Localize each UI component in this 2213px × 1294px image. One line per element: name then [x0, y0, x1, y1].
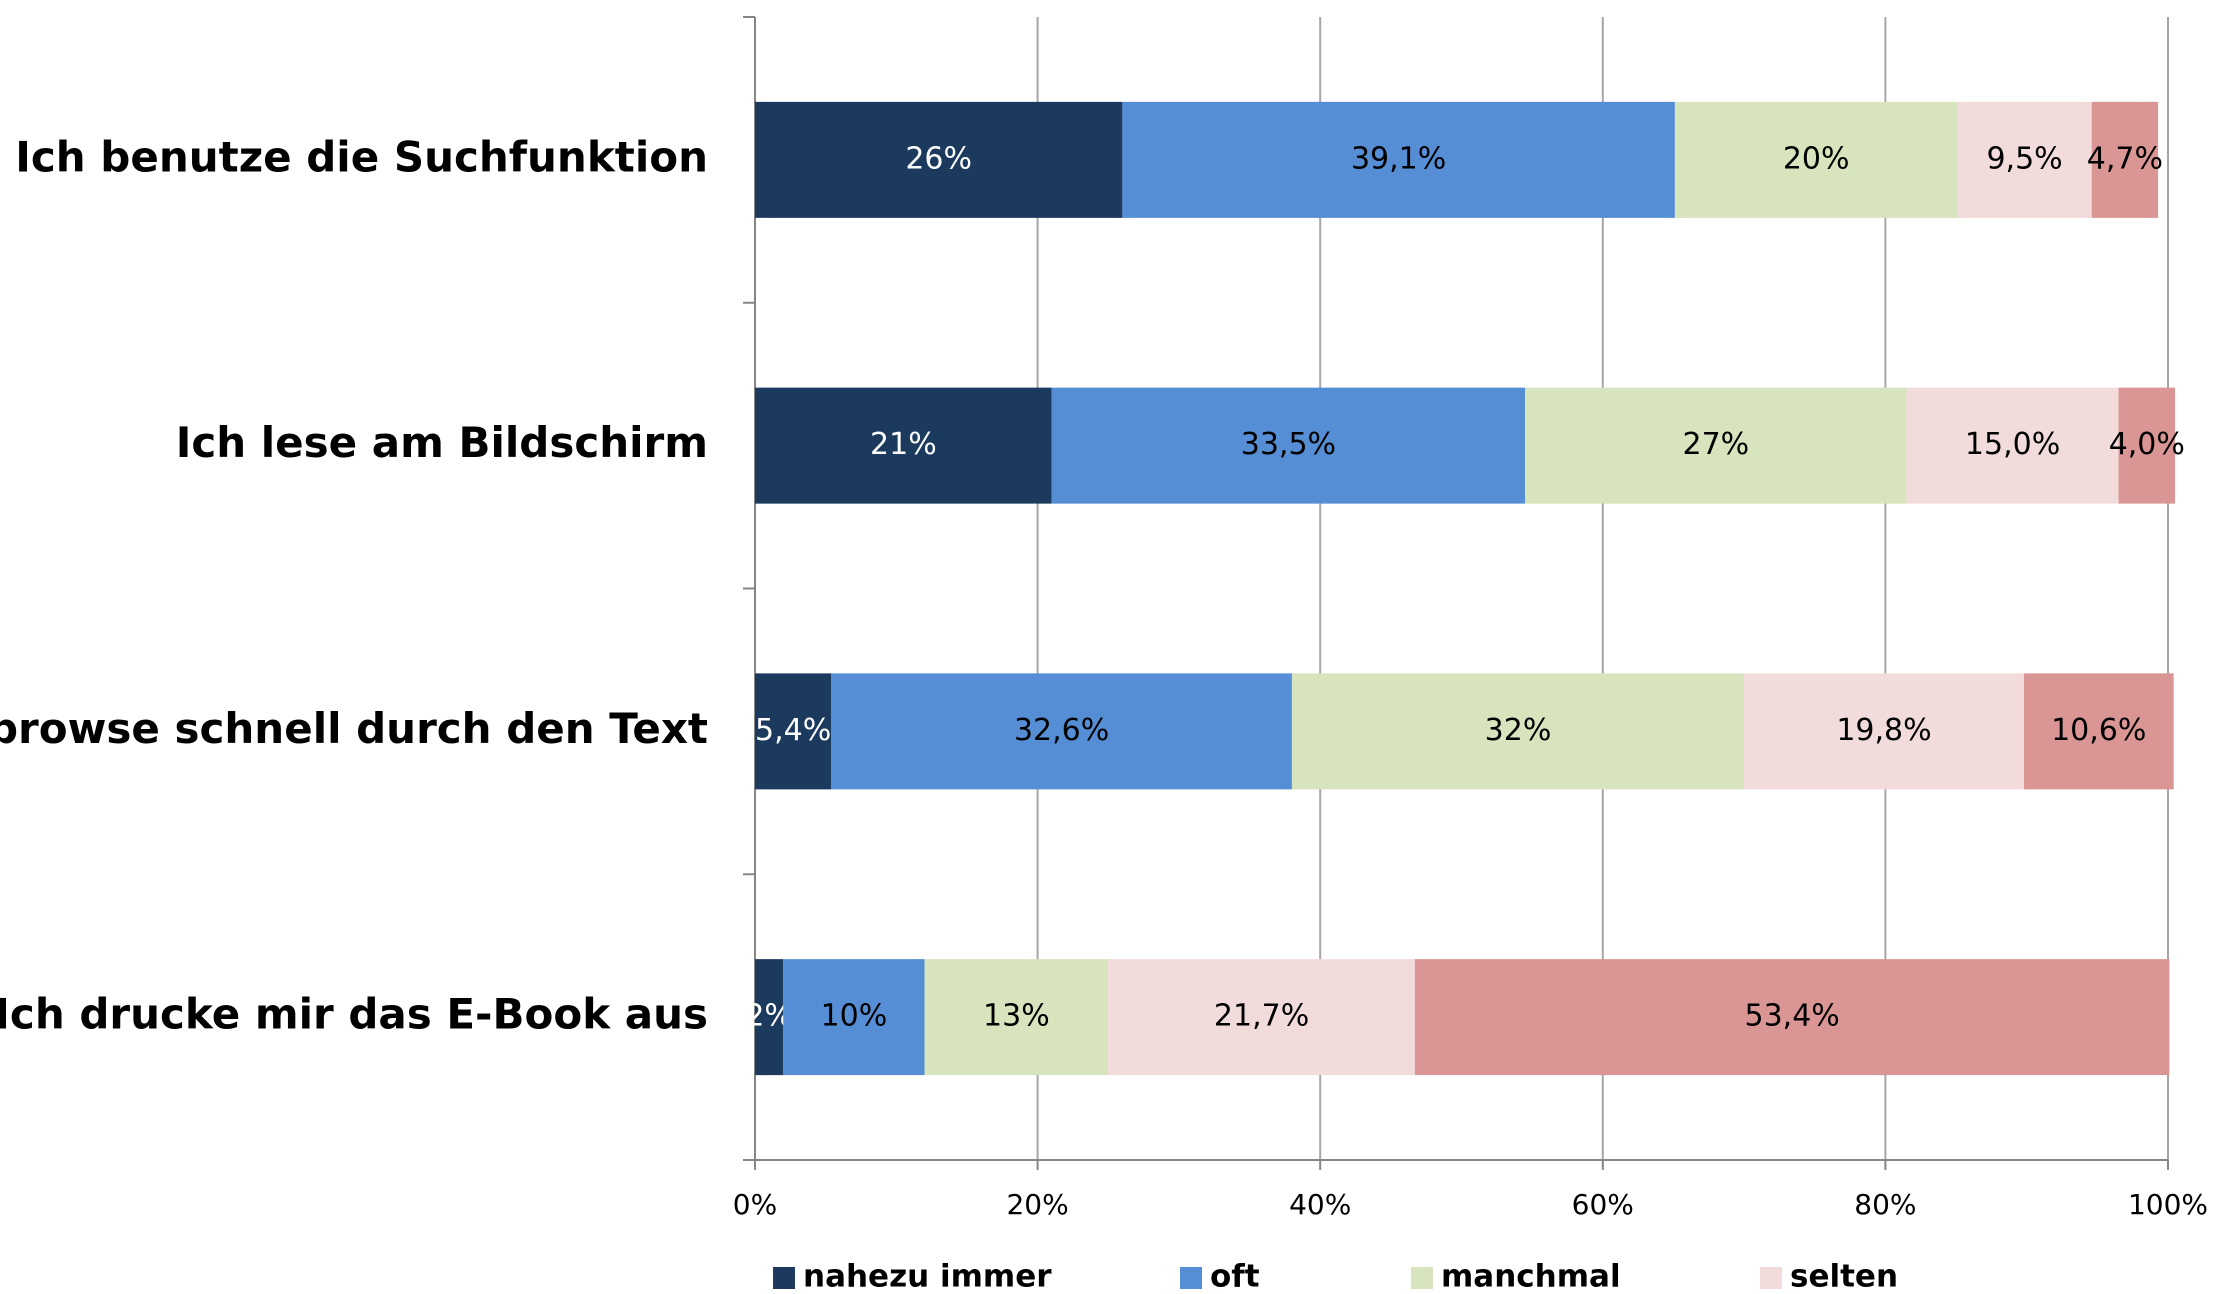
legend-label: selten: [1790, 1259, 1898, 1294]
value-label: 4,7%: [2087, 141, 2163, 176]
bar-segment: [783, 959, 925, 1076]
value-label: 5,4%: [755, 713, 831, 748]
value-label: 19,8%: [1836, 713, 1931, 748]
value-label: 10,6%: [2051, 713, 2146, 748]
category-label: Ich browse schnell durch den Text: [0, 704, 708, 753]
x-tick-label: 40%: [1289, 1188, 1351, 1221]
bar-segment: [831, 673, 1292, 790]
bar-segment: [755, 101, 1123, 218]
bar-segment: [1744, 673, 2024, 790]
bar-segment: [1674, 101, 1958, 218]
bar-segment: [1291, 673, 1745, 790]
value-label: 53,4%: [1744, 999, 1839, 1034]
legend-swatch: [773, 1267, 795, 1289]
bar-segment: [755, 959, 784, 1076]
value-label: 4,0%: [2109, 427, 2185, 462]
category-label: Ich benutze die Suchfunktion: [15, 132, 708, 181]
value-label: 21,7%: [1214, 999, 1309, 1034]
legend-label: manchmal: [1441, 1259, 1621, 1294]
x-tick-label: 60%: [1572, 1188, 1634, 1221]
legend-label: oft: [1210, 1259, 1260, 1294]
bar-segment: [924, 959, 1109, 1076]
bar-segment: [1414, 959, 2170, 1076]
bar-segment: [755, 673, 832, 790]
bar-segment: [2118, 387, 2176, 504]
bar-segment: [2023, 673, 2174, 790]
value-label: 13%: [983, 999, 1050, 1034]
bar-segment: [1906, 387, 2119, 504]
legend-swatch: [1411, 1267, 1433, 1289]
value-label: 32%: [1485, 713, 1552, 748]
category-label: Ich lese am Bildschirm: [176, 418, 708, 467]
bar-segment: [755, 387, 1052, 504]
value-label: 33,5%: [1241, 427, 1336, 462]
value-label: 39,1%: [1351, 141, 1446, 176]
value-label: 9,5%: [1986, 141, 2062, 176]
bar-segment: [2091, 101, 2159, 218]
bar-segment: [1525, 387, 1907, 504]
bar-segment: [1108, 959, 1415, 1076]
x-tick-label: 0%: [733, 1188, 777, 1221]
value-label: 21%: [870, 427, 937, 462]
bar-segment: [1051, 387, 1526, 504]
value-label: 32,6%: [1014, 713, 1109, 748]
bar-segment: [1122, 101, 1675, 218]
x-tick-label: 100%: [2128, 1188, 2208, 1221]
bar-segment: [1957, 101, 2092, 218]
legend-swatch: [1760, 1267, 1782, 1289]
x-tick-label: 80%: [1854, 1188, 1916, 1221]
legend-label: nahezu immer: [803, 1259, 1052, 1294]
value-label: 20%: [1783, 141, 1850, 176]
category-label: Ich drucke mir das E-Book aus: [0, 990, 708, 1039]
value-label: 26%: [905, 141, 972, 176]
value-label: 10%: [821, 999, 888, 1034]
value-label: 27%: [1682, 427, 1749, 462]
legend-swatch: [1180, 1267, 1202, 1289]
value-label: 15,0%: [1965, 427, 2060, 462]
x-tick-label: 20%: [1006, 1188, 1068, 1221]
